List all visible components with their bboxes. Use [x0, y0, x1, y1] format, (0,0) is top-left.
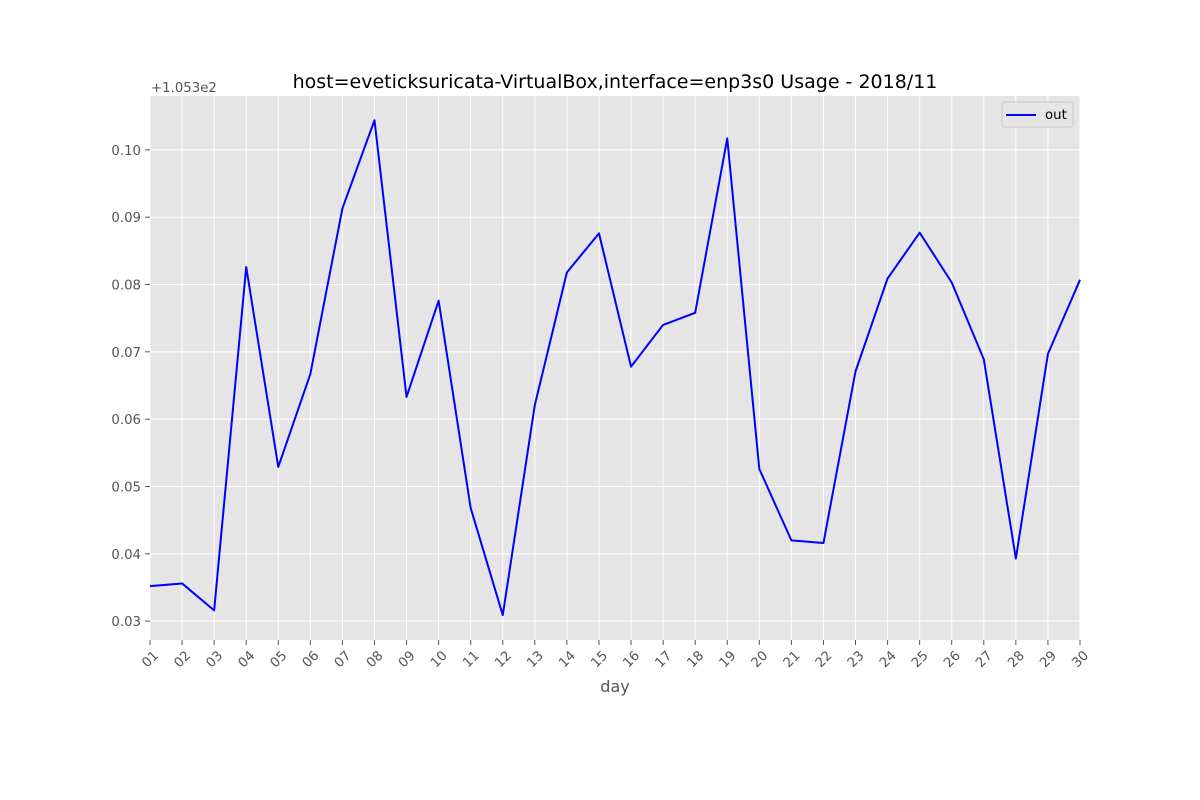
y-axis-offset-label: +1.053e2 — [151, 81, 217, 96]
legend: out — [1001, 101, 1074, 128]
legend-box — [1001, 101, 1074, 128]
y-tick-label: 0.07 — [111, 346, 141, 361]
legend-label-out: out — [1045, 108, 1067, 123]
y-tick-label: 0.05 — [111, 480, 141, 495]
y-tick-label: 0.09 — [111, 211, 141, 226]
y-tick-label: 0.10 — [111, 144, 141, 159]
series-line-out — [149, 119, 1081, 617]
y-tick-label: 0.06 — [111, 413, 141, 428]
y-tick-label: 0.04 — [111, 548, 141, 563]
grid-layer — [149, 96, 1081, 640]
series-layer — [149, 119, 1081, 617]
y-tick-label: 0.08 — [111, 279, 141, 294]
y-tick-label: 0.03 — [111, 615, 141, 630]
plot-area — [150, 96, 1080, 640]
x-axis-label: day — [600, 677, 629, 696]
chart-title: host=eveticksuricata-VirtualBox,interfac… — [293, 71, 938, 93]
